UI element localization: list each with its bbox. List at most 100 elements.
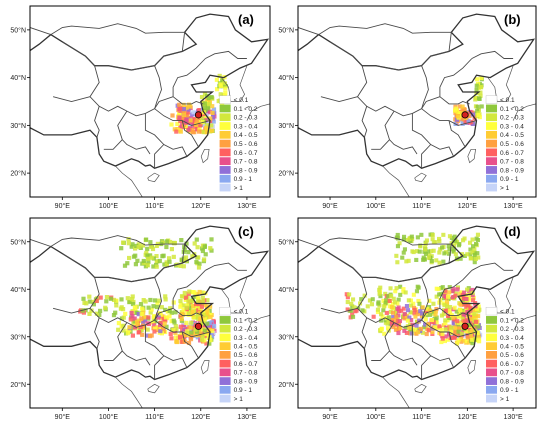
density-cell [441, 312, 446, 317]
density-cell [191, 290, 196, 295]
density-cell [386, 326, 391, 331]
density-cell [178, 304, 183, 309]
lat-tick-label: 30°N [278, 122, 294, 130]
density-cell [457, 104, 462, 109]
density-cell [164, 324, 169, 329]
density-cell [391, 325, 396, 330]
density-cell [171, 254, 176, 259]
legend-swatch [219, 113, 231, 122]
density-cell [169, 310, 174, 315]
density-cell [460, 108, 465, 113]
density-cell [433, 325, 438, 330]
density-cell [154, 259, 159, 264]
density-cell [171, 300, 176, 305]
density-cell [169, 247, 174, 252]
density-cell [412, 311, 417, 316]
density-cell [209, 237, 214, 242]
density-cell [451, 246, 456, 251]
density-cell [187, 289, 192, 294]
density-cell [401, 250, 406, 255]
density-cell [362, 293, 367, 298]
legend-label: 0.5 - 0.6 [500, 352, 524, 359]
province-border [94, 106, 100, 138]
source-marker [194, 322, 203, 330]
province-border [361, 317, 368, 349]
density-cell [359, 297, 364, 302]
density-cell [478, 85, 483, 90]
source-marker [461, 322, 469, 330]
density-cell [441, 259, 446, 264]
density-cell [473, 97, 478, 102]
density-cell [445, 299, 450, 304]
density-cell [205, 298, 210, 303]
density-cell [437, 260, 442, 265]
density-cell [212, 324, 217, 329]
density-cell [413, 327, 418, 332]
density-cell [433, 312, 438, 317]
density-cell [455, 287, 460, 292]
density-cell [437, 300, 442, 305]
density-cell [438, 292, 443, 297]
density-cell [127, 325, 132, 330]
density-cell [350, 312, 355, 317]
density-cell [171, 328, 176, 333]
density-cell [151, 314, 157, 320]
density-cell [467, 322, 472, 327]
density-cell [460, 252, 465, 257]
density-cell [183, 333, 188, 338]
density-cell [477, 339, 482, 344]
legend-label: 0.6 - 0.7 [500, 361, 524, 368]
density-cell [210, 110, 215, 115]
legend-swatch [219, 122, 231, 130]
density-cell [442, 303, 447, 308]
density-cell [148, 244, 153, 249]
density-cell [202, 101, 207, 106]
legend-label: 0.4 - 0.5 [500, 344, 524, 351]
density-cell [453, 252, 458, 257]
density-cell [133, 262, 138, 267]
density-cell [181, 122, 186, 127]
density-cell [132, 319, 137, 324]
density-cell [445, 304, 450, 309]
density-cell [197, 261, 202, 266]
lon-tick-label: 90°E [55, 202, 71, 210]
legend-swatch [219, 95, 231, 104]
density-cell [195, 245, 200, 250]
density-cell [155, 301, 160, 306]
density-cell [119, 246, 124, 251]
density-cell [104, 295, 110, 300]
legend-swatch [219, 316, 231, 324]
lon-tick-label: 120°E [191, 413, 210, 421]
density-cell [145, 253, 150, 258]
density-cell [209, 95, 214, 100]
density-cell [471, 298, 476, 303]
density-cell [189, 320, 194, 325]
lat-tick-label: 30°N [278, 333, 294, 341]
legend-label: 0.5 - 0.6 [500, 141, 524, 148]
legend-swatch [486, 333, 498, 342]
density-cell [414, 323, 419, 328]
density-cell [429, 249, 434, 254]
density-cells [344, 232, 483, 346]
mongolia-border [318, 235, 452, 283]
density-cell [103, 305, 108, 310]
legend-swatch [486, 377, 498, 385]
density-cell [379, 318, 384, 323]
density-cell [396, 297, 401, 302]
density-cell [428, 308, 433, 313]
density-cell [195, 329, 200, 334]
density-cell [471, 244, 476, 249]
density-cell [423, 247, 428, 252]
density-cell [440, 336, 445, 341]
legend-swatch [486, 324, 498, 333]
density-cell [447, 290, 452, 295]
density-cell [181, 303, 186, 308]
density-cell [149, 307, 154, 312]
province-border [172, 96, 204, 105]
density-cell [188, 118, 193, 123]
density-cell [474, 87, 479, 92]
density-cell [94, 311, 99, 316]
density-cell [394, 286, 399, 291]
province-border [384, 110, 418, 155]
density-cell [155, 241, 160, 246]
